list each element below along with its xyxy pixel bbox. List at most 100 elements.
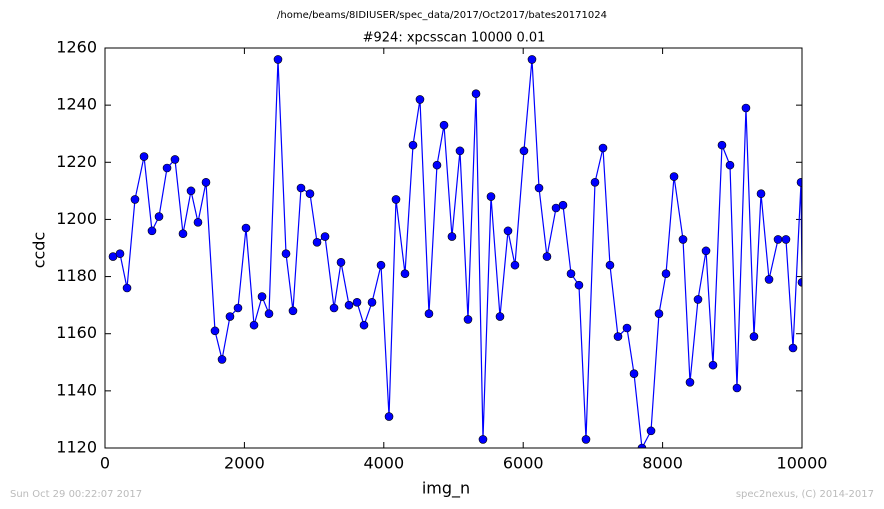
point [486, 192, 496, 201]
point [257, 292, 267, 301]
point [130, 195, 140, 204]
point [503, 226, 513, 236]
point [646, 426, 656, 436]
point [598, 143, 608, 153]
point [424, 309, 434, 319]
x-tick-label: 0 [100, 454, 110, 473]
point [122, 283, 132, 293]
point [320, 232, 330, 241]
point [249, 320, 259, 330]
y-tick-label: 1200 [56, 209, 97, 228]
footer-left: Sun Oct 29 00:22:07 2017 [10, 489, 142, 500]
point [756, 189, 766, 199]
point [471, 89, 481, 99]
point [264, 309, 274, 319]
series-line [112, 59, 802, 448]
point [225, 312, 235, 321]
point [693, 295, 703, 304]
point [233, 303, 243, 313]
point [201, 177, 211, 187]
chart-title: #924: xpcsscan 10000 0.01 [363, 31, 546, 46]
point [359, 320, 369, 330]
point [701, 246, 711, 256]
point [376, 260, 386, 270]
axes-frame [104, 47, 803, 449]
point [661, 269, 671, 279]
point [685, 377, 695, 387]
y-tick-label: 1140 [56, 380, 97, 399]
point [115, 249, 125, 259]
point [273, 55, 283, 64]
x-tick-label: 4000 [363, 454, 404, 473]
suptitle: /home/beams/8IDIUSER/spec_data/2017/Oct2… [277, 10, 607, 21]
point [510, 260, 520, 270]
point [312, 237, 322, 247]
point [193, 217, 203, 227]
point [613, 332, 623, 341]
point [574, 280, 584, 290]
footer-right: spec2nexus, (C) 2014-2017 [736, 489, 874, 500]
x-axis-label: img_n [422, 479, 470, 499]
point [210, 326, 220, 336]
point [708, 360, 718, 370]
point [495, 312, 505, 321]
point [344, 300, 354, 310]
point [773, 235, 783, 244]
point [162, 163, 172, 173]
y-axis-label: ccdc [30, 232, 49, 269]
point [178, 229, 188, 239]
point [732, 383, 742, 393]
point [217, 355, 227, 364]
point [415, 95, 425, 104]
point [329, 303, 339, 313]
point [542, 252, 552, 261]
y-tick-label: 1220 [56, 152, 97, 171]
point [796, 177, 802, 187]
x-tick-label: 6000 [503, 454, 544, 473]
point [558, 200, 568, 210]
y-tick-label: 1260 [56, 38, 97, 57]
point [519, 146, 529, 156]
point [581, 435, 591, 444]
point [797, 277, 802, 287]
point [186, 186, 196, 196]
point [281, 249, 291, 259]
x-tick-label: 8000 [642, 454, 683, 473]
point [725, 160, 735, 170]
y-tick-label: 1240 [56, 95, 97, 114]
point [527, 55, 537, 64]
point [296, 183, 306, 193]
point [439, 120, 449, 130]
y-tick-label: 1120 [56, 438, 97, 457]
point [590, 177, 600, 187]
point [455, 146, 465, 156]
point [463, 315, 473, 324]
point [654, 309, 664, 319]
point [147, 226, 157, 236]
point [139, 152, 149, 161]
point [170, 155, 180, 164]
point [717, 140, 727, 150]
y-tick-label: 1160 [56, 323, 97, 342]
point [336, 257, 346, 267]
point [384, 412, 394, 421]
point [629, 369, 639, 379]
point [764, 275, 774, 284]
point [367, 297, 377, 307]
point [241, 223, 251, 233]
point [669, 172, 679, 181]
point [432, 160, 442, 170]
x-tick-label: 2000 [224, 454, 265, 473]
y-tick-label: 1180 [56, 266, 97, 285]
point [400, 269, 410, 279]
point [352, 297, 362, 307]
point [749, 332, 759, 341]
point [605, 260, 615, 270]
point [622, 323, 632, 333]
point [678, 235, 688, 244]
point [408, 140, 418, 150]
point [741, 103, 751, 113]
plot-area [108, 55, 802, 448]
point [447, 232, 457, 241]
